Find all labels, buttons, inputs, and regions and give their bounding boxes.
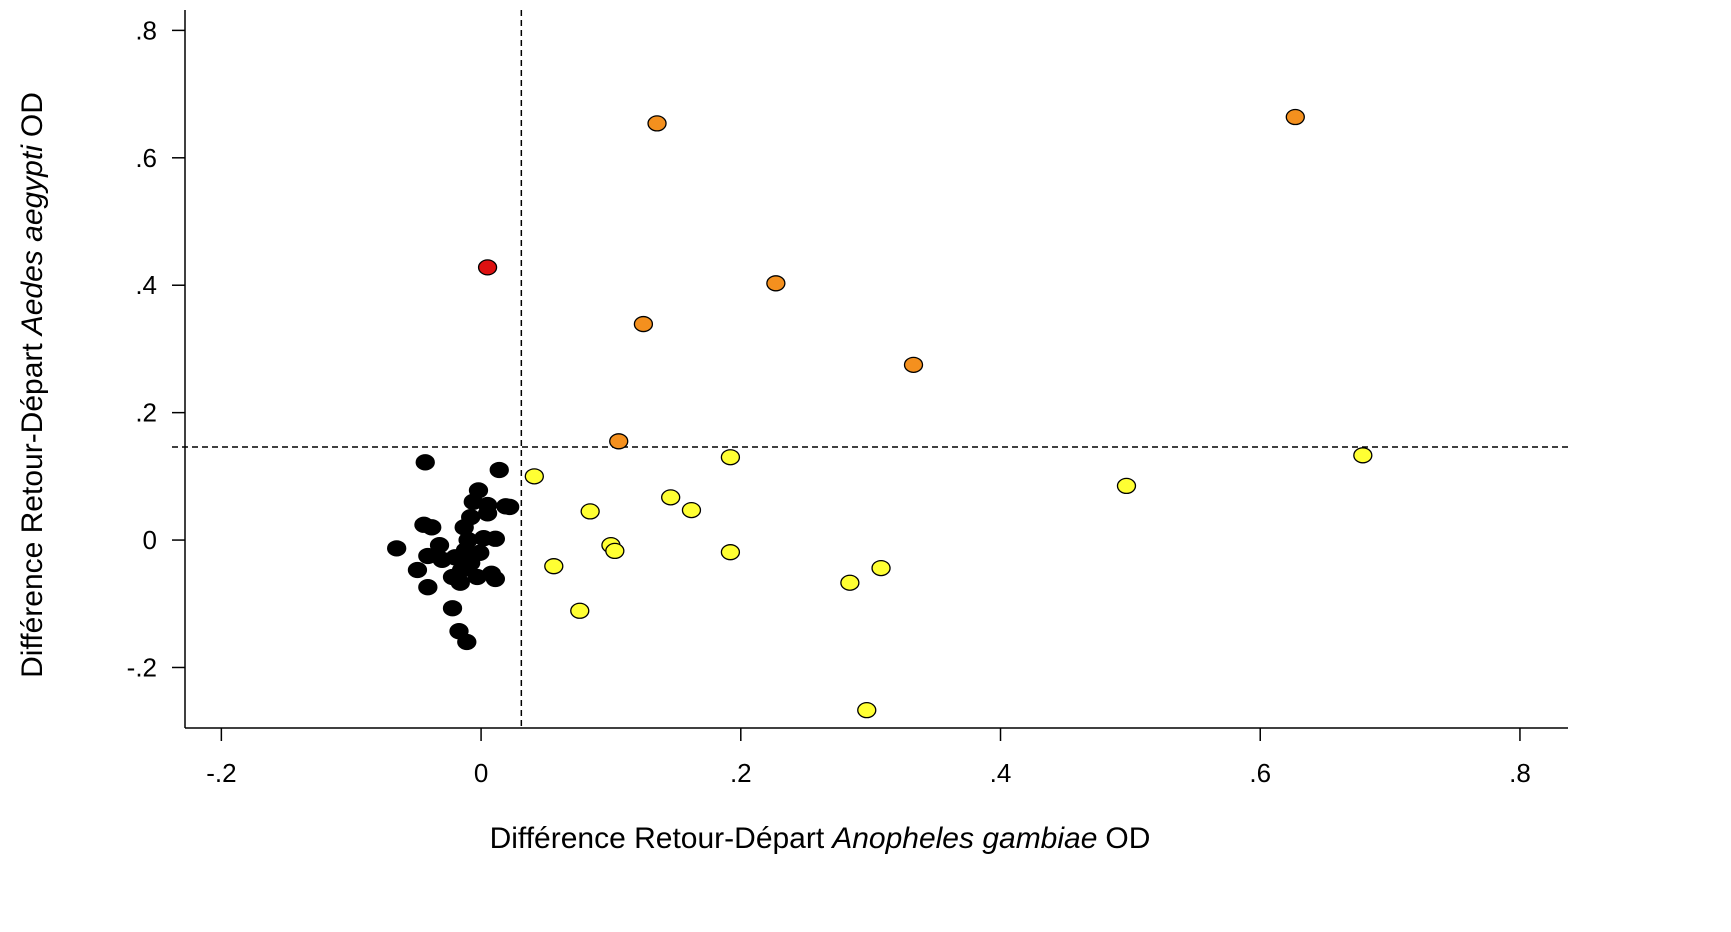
point (857, 702, 877, 719)
point (407, 561, 428, 579)
point (485, 570, 506, 588)
point (485, 530, 506, 547)
point (681, 501, 702, 519)
point (647, 115, 667, 132)
point (418, 579, 438, 596)
x-tick-label: .6 (1249, 758, 1271, 788)
point (766, 275, 786, 292)
point (871, 559, 891, 577)
y-axis-label: Différence Retour-Départ Aedes aegypti OD (16, 92, 49, 678)
point (387, 540, 407, 557)
point (442, 600, 463, 617)
point (415, 454, 435, 471)
y-tick-label: .4 (135, 270, 157, 300)
point (720, 449, 741, 466)
point (580, 503, 600, 520)
y-label-suffix: OD (16, 92, 49, 137)
y-tick-label: 0 (143, 525, 157, 555)
x-label-suffix: OD (1105, 822, 1150, 855)
y-label-prefix: Différence Retour-Départ (16, 343, 49, 678)
x-tick-label: .2 (730, 758, 752, 788)
point (661, 489, 681, 506)
y-label-species: Aedes aegypti (16, 144, 49, 337)
point (1285, 108, 1305, 126)
y-tick-label: .8 (135, 15, 157, 45)
y-tick-label: .2 (135, 398, 157, 428)
point (544, 558, 564, 575)
x-label-prefix: Différence Retour-Départ (490, 822, 825, 855)
x-tick-label: .8 (1509, 758, 1531, 788)
x-axis-label: Différence Retour-Départ Anopheles gambia… (490, 822, 1151, 855)
x-tick-label: .4 (990, 758, 1012, 788)
point (609, 433, 629, 450)
x-tick-label: 0 (474, 758, 488, 788)
point (467, 568, 487, 586)
point (422, 519, 442, 536)
point (720, 544, 741, 561)
x-tick-label: -.2 (206, 758, 236, 788)
point (524, 468, 544, 485)
y-tick-label: -.2 (127, 652, 157, 682)
y-tick-label: .6 (135, 143, 157, 173)
point (477, 259, 498, 276)
point (457, 633, 477, 651)
point (840, 574, 860, 591)
point (1353, 447, 1373, 464)
point (633, 315, 654, 333)
point (499, 498, 520, 516)
point (450, 574, 470, 591)
point (1116, 477, 1137, 495)
point (570, 602, 590, 619)
point (605, 542, 625, 560)
point (903, 356, 924, 374)
point (477, 505, 498, 522)
x-label-species: Anopheles gambiae (830, 822, 1097, 855)
point (489, 461, 509, 479)
